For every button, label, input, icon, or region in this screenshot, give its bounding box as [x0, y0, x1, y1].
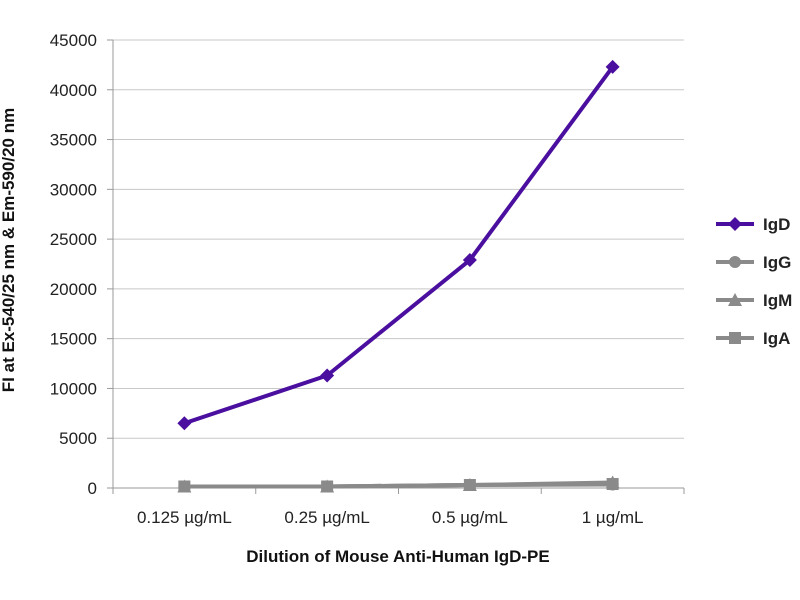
gridlines: [113, 39, 684, 439]
y-tick-label: 25000: [50, 230, 97, 249]
y-tick-label: 10000: [50, 379, 97, 398]
series-group: [177, 59, 620, 493]
legend-item-igm: IgM: [716, 291, 792, 310]
y-axis-title: FI at Ex-540/25 nm & Em-590/20 nm: [0, 108, 18, 392]
data-point-igg: [463, 479, 476, 492]
y-tick-label: 40000: [50, 81, 97, 100]
axes: 0 5000 10000 15000 20000 25000 30000 35000 40000…: [50, 31, 685, 527]
data-point-igg: [321, 480, 334, 493]
legend-label: IgM: [763, 291, 792, 310]
y-tick-label: 15000: [50, 330, 97, 349]
legend-marker: [729, 256, 741, 268]
x-tick-label: 1 µg/mL: [582, 508, 644, 527]
series-line-igg: [182, 482, 615, 489]
y-tick-label: 30000: [50, 180, 97, 199]
legend-item-igd: IgD: [716, 215, 790, 234]
data-point-igg: [178, 480, 191, 493]
data-point-igd: [605, 59, 620, 74]
legend-label: IgA: [763, 329, 790, 348]
legend-item-iga: IgA: [716, 329, 790, 348]
legend-item-igg: IgG: [716, 253, 791, 272]
legend-label: IgD: [763, 215, 790, 234]
series-igd: [177, 59, 620, 431]
y-tick-label: 35000: [50, 131, 97, 150]
legend-label: IgG: [763, 253, 791, 272]
series-igg: [178, 478, 619, 493]
data-point-igd: [320, 368, 335, 383]
data-point-igg: [606, 478, 619, 491]
x-axis-title: Dilution of Mouse Anti-Human IgD-PE: [246, 547, 549, 566]
x-tick-label: 0.5 µg/mL: [432, 508, 508, 527]
legend-marker: [729, 332, 741, 344]
data-point-igd: [462, 253, 477, 268]
legend: IgD IgG IgM IgA: [716, 215, 792, 348]
series-line-igd: [182, 64, 615, 426]
data-point-igd: [177, 416, 192, 431]
y-tick-label: 0: [88, 479, 97, 498]
legend-marker: [728, 217, 742, 231]
y-tick-label: 5000: [59, 429, 97, 448]
legend-marker: [728, 293, 742, 306]
x-tick-label: 0.125 µg/mL: [137, 508, 232, 527]
y-tick-label: 45000: [50, 31, 97, 50]
y-tick-label: 20000: [50, 280, 97, 299]
x-tick-label: 0.25 µg/mL: [284, 508, 369, 527]
